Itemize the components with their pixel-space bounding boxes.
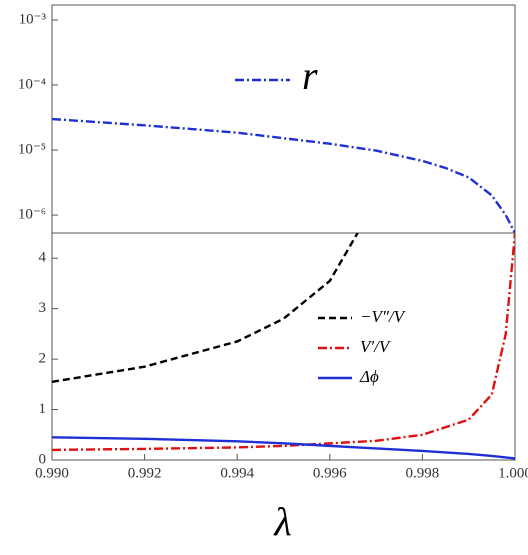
x-tick-label: 0.996 xyxy=(313,465,347,481)
plot-frame xyxy=(51,4,516,234)
legend-label: V′/V xyxy=(360,337,392,356)
legend-label: −V″/V xyxy=(360,307,407,326)
series-line xyxy=(52,117,515,233)
y-tick-label: 0 xyxy=(39,451,47,467)
x-tick-label: 0.990 xyxy=(35,465,69,481)
series-line xyxy=(52,233,515,452)
plot-frame xyxy=(51,232,516,461)
x-tick-label: 0.994 xyxy=(220,465,254,481)
y-tick-label: 10⁻⁵ xyxy=(18,141,46,157)
y-tick-label: 2 xyxy=(39,351,47,367)
series-line xyxy=(52,233,359,383)
x-tick-label: 0.992 xyxy=(128,465,162,481)
y-tick-label: 10⁻³ xyxy=(19,11,47,27)
y-tick-label: 1 xyxy=(39,401,47,417)
x-axis-label: λ xyxy=(273,499,291,544)
x-tick-label: 0.998 xyxy=(406,465,440,481)
y-tick-label: 4 xyxy=(39,250,47,266)
legend-label: Δϕ xyxy=(359,367,379,386)
y-tick-label: 10⁻⁴ xyxy=(18,76,46,92)
x-tick-label: 1.000 xyxy=(498,465,528,481)
y-tick-label: 10⁻⁶ xyxy=(18,207,46,223)
legend-label: r xyxy=(302,53,318,98)
series-line xyxy=(52,436,515,460)
y-tick-label: 3 xyxy=(39,300,47,316)
